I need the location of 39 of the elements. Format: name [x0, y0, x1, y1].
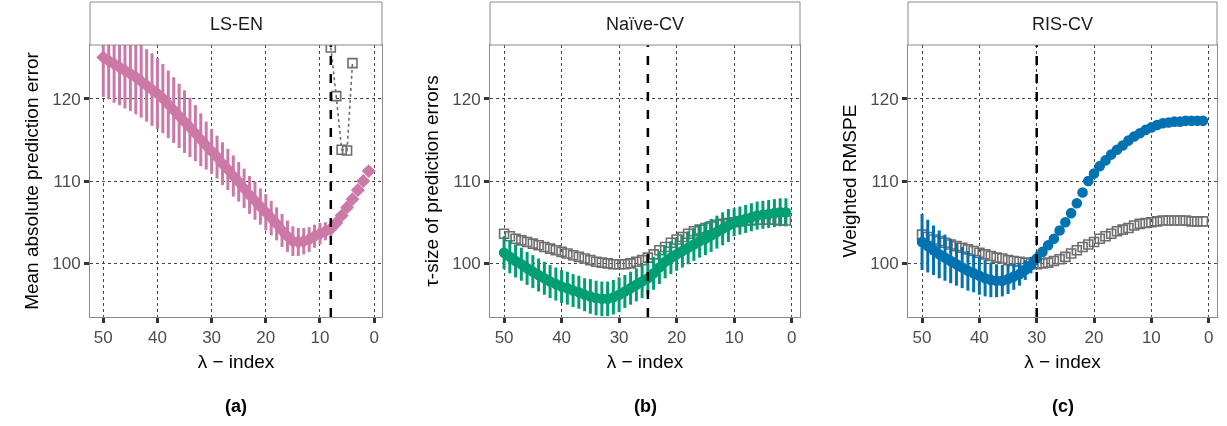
y-tick-label: 120 [870, 89, 899, 109]
chart-title: Naïve-CV [606, 14, 685, 34]
x-tick-label: 0 [786, 328, 797, 348]
x-tick-label: 10 [310, 328, 330, 348]
x-tick-label: 30 [202, 328, 222, 348]
text: (c) [1052, 396, 1074, 416]
x-axis-title: λ − index [1024, 351, 1102, 373]
x-axis-title: λ − index [197, 351, 275, 373]
x-tick-label: 10 [1141, 328, 1161, 348]
x-tick-label: 30 [1027, 328, 1047, 348]
x-tick-label: 10 [724, 328, 744, 348]
text: (a) [225, 396, 247, 416]
x-tick-label: 50 [912, 328, 932, 348]
text: (b) [634, 396, 657, 416]
y-tick-label: 100 [452, 254, 481, 274]
y-axis-title: τ-size of prediction errors [421, 75, 443, 287]
y-tick-label: 100 [52, 254, 81, 274]
x-axis-title: λ − index [606, 351, 684, 373]
x-tick-label: 40 [552, 328, 572, 348]
y-tick-label: 120 [452, 89, 481, 109]
y-axis-title: Mean absolute prediction error [21, 51, 43, 310]
y-tick-label: 100 [870, 254, 899, 274]
x-tick-label: 20 [1084, 328, 1104, 348]
chart-title: RIS-CV [1032, 14, 1094, 34]
x-tick-label: 30 [609, 328, 629, 348]
chart-title: LS-EN [210, 14, 264, 34]
x-tick-label: 40 [147, 328, 167, 348]
y-tick-label: 110 [871, 171, 899, 191]
y-tick-label: 120 [52, 89, 81, 109]
x-tick-label: 0 [369, 328, 379, 348]
x-tick-label: 50 [494, 328, 514, 348]
y-tick-label: 110 [453, 171, 481, 191]
x-tick-label: 40 [969, 328, 989, 348]
y-tick-label: 110 [53, 171, 81, 191]
x-tick-label: 0 [1203, 328, 1214, 348]
x-tick-label: 50 [93, 328, 113, 348]
x-tick-label: 20 [667, 328, 687, 348]
y-axis-title: Weighted RMSPE [839, 104, 861, 258]
x-tick-label: 20 [256, 328, 276, 348]
